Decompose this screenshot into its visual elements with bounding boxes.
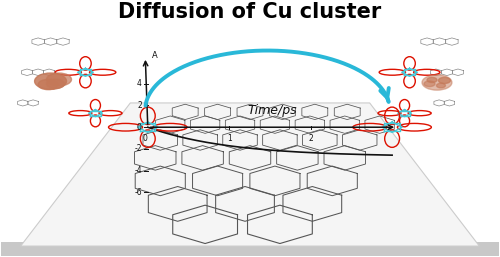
Circle shape: [34, 73, 66, 89]
Polygon shape: [20, 103, 479, 246]
Circle shape: [427, 77, 437, 82]
Text: 2: 2: [137, 101, 142, 110]
Circle shape: [438, 77, 450, 84]
Circle shape: [436, 83, 446, 88]
Circle shape: [46, 79, 64, 88]
Text: 1: 1: [227, 134, 232, 143]
Text: 4: 4: [137, 79, 142, 88]
Text: 0: 0: [143, 134, 148, 143]
Text: 0: 0: [137, 123, 142, 132]
Text: -2: -2: [134, 144, 142, 153]
Text: 2: 2: [308, 134, 313, 143]
Text: Diffusion of Cu cluster: Diffusion of Cu cluster: [118, 2, 382, 22]
Text: -4: -4: [134, 166, 142, 175]
Text: -6: -6: [134, 188, 142, 197]
Text: Time/ps: Time/ps: [248, 104, 297, 117]
Text: A: A: [152, 51, 158, 60]
Circle shape: [46, 73, 72, 86]
Polygon shape: [0, 242, 500, 256]
Circle shape: [422, 75, 452, 90]
Circle shape: [38, 79, 58, 90]
Circle shape: [424, 81, 435, 87]
